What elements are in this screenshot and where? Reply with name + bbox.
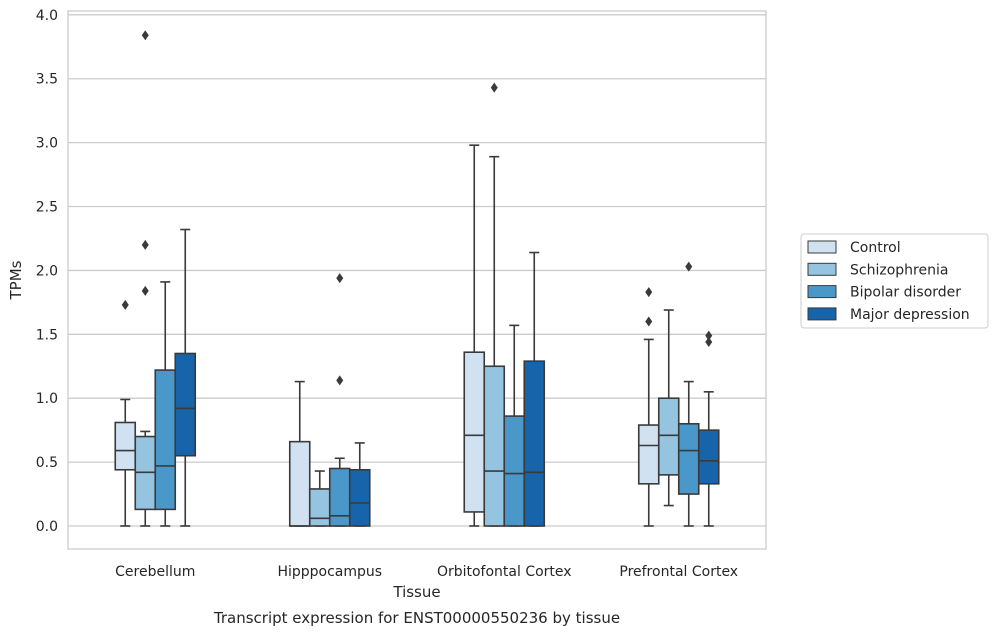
box-iqr [154, 369, 177, 511]
outlier-point [685, 261, 693, 272]
legend-swatch [807, 262, 837, 276]
boxes [114, 30, 720, 527]
box-iqr [463, 351, 486, 513]
box-bipolar-disorder [154, 281, 177, 527]
box-iqr [657, 397, 680, 476]
outlier-point [705, 330, 713, 341]
x-tick-labels: Cerebellum Hipppocampus Orbitofontal Corte… [115, 564, 738, 580]
legend-label: Major depression [850, 307, 970, 323]
y-tick-label: 4.0 [36, 8, 58, 24]
box-schizophrenia [308, 470, 331, 527]
box-bipolar-disorder [503, 324, 526, 527]
legend: Control Schizophrenia Bipolar disorder Majo… [800, 233, 989, 329]
box-schizophrenia [483, 82, 506, 527]
box-control [637, 287, 660, 527]
box-iqr [677, 422, 700, 495]
box-iqr [637, 424, 660, 485]
y-axis-label: TPMs [7, 260, 25, 300]
box-iqr [328, 467, 351, 527]
legend-swatch [807, 307, 837, 321]
box-major-depression [523, 251, 546, 527]
box-major-depression [174, 228, 197, 527]
box-iqr [114, 421, 137, 471]
box-iqr [174, 352, 197, 457]
box-iqr [523, 360, 546, 527]
box-schizophrenia [134, 30, 157, 527]
outlier-point [490, 82, 498, 93]
y-tick-label: 3.5 [36, 72, 58, 88]
outlier-point [336, 273, 344, 284]
y-tick-label: 1.0 [36, 391, 58, 407]
y-tick-label: 0.5 [36, 455, 58, 471]
x-tick-label: Orbitofontal Cortex [437, 564, 572, 580]
legend-label: Control [850, 240, 901, 256]
box-iqr [697, 429, 720, 485]
legend-swatch [807, 240, 837, 254]
outlier-point [141, 285, 149, 296]
outlier-point [645, 287, 653, 298]
legend-label: Schizophrenia [850, 262, 948, 278]
outlier-point [141, 30, 149, 41]
y-tick-label: 1.5 [36, 327, 58, 343]
box-iqr [503, 415, 526, 527]
y-tick-label: 2.5 [36, 200, 58, 216]
box-control [463, 144, 486, 527]
legend-label: Bipolar disorder [850, 285, 961, 301]
box-bipolar-disorder [328, 273, 351, 527]
chart-caption: Transcript expression for ENST0000055023… [213, 609, 620, 627]
box-bipolar-disorder [677, 261, 700, 527]
box-iqr [483, 365, 506, 527]
x-tick-label: Hipppocampus [277, 564, 382, 580]
y-tick-labels: 0.0 0.5 1.0 1.5 2.0 2.5 3.0 3.5 4.0 [36, 8, 58, 535]
legend-frame [800, 233, 989, 329]
box-major-depression [348, 442, 371, 527]
outlier-point [645, 316, 653, 327]
plot-frame [67, 10, 767, 550]
x-tick-label: Cerebellum [115, 564, 195, 580]
outlier-point [141, 239, 149, 250]
legend-swatch [807, 285, 837, 299]
y-tick-label: 2.0 [36, 263, 58, 279]
x-tick-label: Prefrontal Cortex [619, 564, 738, 580]
x-axis-label: Tissue [392, 583, 440, 601]
y-tick-label: 3.0 [36, 136, 58, 152]
box-iqr [308, 488, 331, 527]
outlier-point [121, 299, 129, 310]
box-control [288, 380, 311, 527]
box-iqr [288, 440, 311, 527]
box-schizophrenia [657, 309, 680, 507]
y-tick-label: 0.0 [36, 519, 58, 535]
box-major-depression [697, 330, 720, 527]
outlier-point [705, 336, 713, 347]
box-iqr [348, 468, 371, 527]
outlier-point [336, 375, 344, 386]
